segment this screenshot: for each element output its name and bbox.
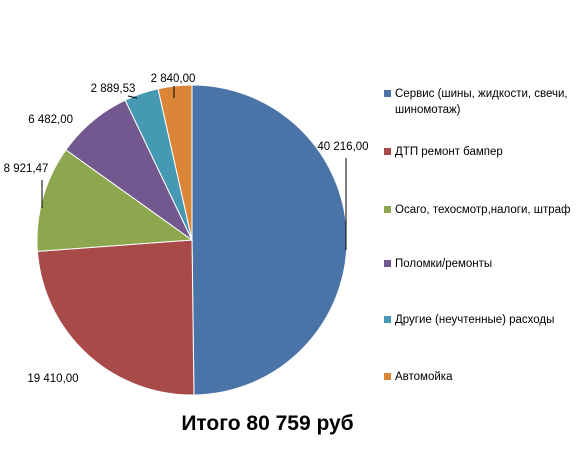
legend-item-other-expenses: Другие (неучтенные) расходы: [384, 312, 584, 328]
legend-label-other-expenses: Другие (неучтенные) расходы: [395, 314, 555, 326]
legend-item-car-wash: Автомойка: [384, 369, 584, 385]
legend-label-car-wash: Автомойка: [395, 371, 453, 383]
pie-slice-accident-repair: [36, 239, 195, 396]
pie-slice-insurance-taxes: [36, 149, 194, 252]
chart-total-title: Итого 80 759 руб: [181, 412, 354, 435]
data-label-car-wash: 2 840,00: [151, 73, 196, 85]
legend-item-service: Сервис (шины, жидкости, свечи, шиномотаж…: [384, 86, 584, 118]
data-label-breakdowns: 6 482,00: [28, 114, 73, 126]
legend-swatch-other-expenses: [384, 316, 391, 323]
data-label-insurance-taxes: 8 921,47: [4, 163, 49, 175]
pie-slice-service: [191, 84, 348, 396]
legend-label-accident-repair: ДТП ремонт бампер: [395, 146, 503, 158]
legend-label-service: Сервис (шины, жидкости, свечи, шиномотаж…: [395, 88, 568, 116]
legend-swatch-insurance-taxes: [384, 206, 391, 213]
legend-item-insurance-taxes: Осаго, техосмотр,налоги, штраф: [384, 202, 584, 218]
legend-label-insurance-taxes: Осаго, техосмотр,налоги, штраф: [395, 204, 571, 216]
data-label-service: 40 216,00: [317, 141, 368, 153]
legend-item-breakdowns: Поломки/ремонты: [384, 256, 584, 272]
legend-swatch-service: [384, 90, 391, 97]
legend-label-breakdowns: Поломки/ремонты: [395, 258, 493, 270]
legend-item-accident-repair: ДТП ремонт бампер: [384, 144, 584, 160]
data-label-accident-repair: 19 410,00: [27, 373, 78, 385]
legend-swatch-accident-repair: [384, 148, 391, 155]
legend-swatch-breakdowns: [384, 260, 391, 267]
legend-swatch-car-wash: [384, 373, 391, 380]
data-label-other-expenses: 2 889,53: [91, 83, 136, 95]
pie-slice-car-wash: [157, 84, 193, 241]
leader-line-other-expenses: [127, 95, 138, 99]
